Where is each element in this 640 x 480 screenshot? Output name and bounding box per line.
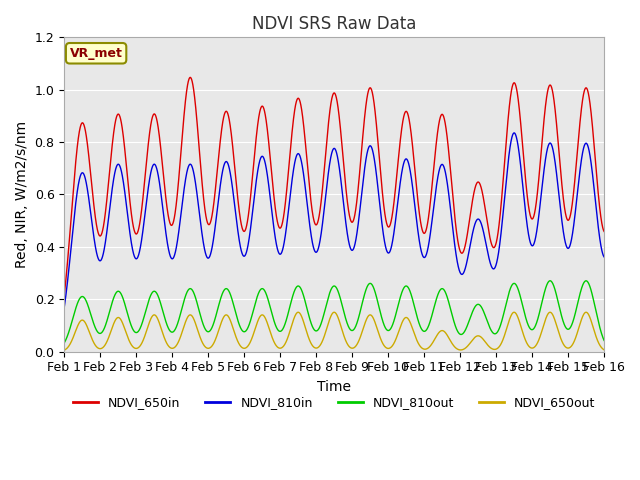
Title: NDVI SRS Raw Data: NDVI SRS Raw Data (252, 15, 417, 33)
NDVI_810out (375, 303, 383, 309)
NDVI_650out (390, 341, 397, 347)
NDVI_650out (79, 317, 87, 323)
NDVI_810out (268, 310, 276, 316)
NDVI_810in (600, 254, 608, 260)
NDVI_810in (268, 207, 276, 213)
NDVI_650in (268, 172, 276, 178)
NDVI_650in (375, 150, 383, 156)
NDVI_650out (60, 347, 68, 353)
Line: NDVI_810out: NDVI_810out (64, 281, 604, 343)
Text: VR_met: VR_met (70, 47, 122, 60)
NDVI_810in (60, 304, 68, 310)
NDVI_810in (472, 218, 480, 224)
Legend: NDVI_650in, NDVI_810in, NDVI_810out, NDVI_650out: NDVI_650in, NDVI_810in, NDVI_810out, NDV… (68, 391, 600, 414)
NDVI_650out (375, 331, 383, 336)
NDVI_810in (390, 233, 397, 239)
NDVI_650out (268, 333, 276, 339)
NDVI_810out (79, 294, 87, 300)
NDVI_650in (79, 120, 87, 126)
Line: NDVI_650in: NDVI_650in (64, 77, 604, 295)
NDVI_810out (314, 327, 322, 333)
X-axis label: Time: Time (317, 380, 351, 394)
NDVI_650out (314, 345, 322, 350)
Y-axis label: Red, NIR, W/m2/s/nm: Red, NIR, W/m2/s/nm (15, 121, 29, 268)
NDVI_650out (546, 310, 554, 315)
NDVI_650in (60, 292, 68, 298)
NDVI_810in (375, 192, 383, 198)
NDVI_810out (600, 337, 608, 343)
NDVI_810out (546, 278, 554, 284)
NDVI_810in (314, 246, 322, 252)
NDVI_650in (472, 182, 480, 188)
NDVI_650in (600, 228, 608, 234)
NDVI_650out (472, 334, 480, 339)
NDVI_810in (79, 170, 87, 176)
Line: NDVI_650out: NDVI_650out (64, 312, 604, 350)
NDVI_650in (390, 204, 397, 209)
NDVI_650in (314, 218, 322, 224)
Line: NDVI_810in: NDVI_810in (64, 133, 604, 307)
NDVI_650in (186, 74, 194, 80)
NDVI_810out (60, 340, 68, 346)
NDVI_810out (472, 303, 480, 309)
NDVI_810in (510, 130, 518, 136)
NDVI_810out (390, 320, 397, 325)
NDVI_650out (600, 347, 608, 353)
